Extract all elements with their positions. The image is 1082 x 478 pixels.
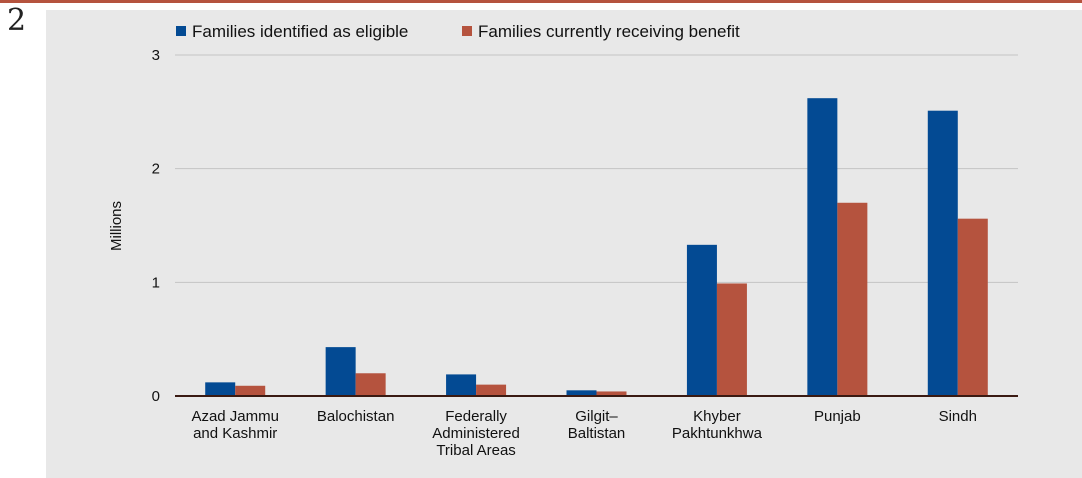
y-tick-label: 1 [152, 274, 160, 291]
bar-eligible [686, 244, 717, 396]
axes: 0 1 2 3 Millions Azad Jammu and Kashmir Balochi… [108, 47, 1018, 459]
x-tick-label: Sindh [939, 408, 977, 425]
x-tick-label: Azad Jammu and Kashmir [191, 408, 279, 442]
bar-eligible [446, 374, 477, 396]
bars [205, 98, 988, 397]
legend-swatch-receiving [462, 26, 472, 36]
x-tick-label: Federally Administered Tribal Areas [432, 408, 520, 459]
y-tick-label: 2 [152, 161, 160, 178]
chart-panel [46, 10, 1082, 478]
bar-receiving [957, 218, 988, 396]
bar-receiving [355, 373, 386, 396]
x-tick-label: Punjab [814, 408, 861, 425]
legend-label-receiving: Families currently receiving benefit [478, 22, 740, 41]
x-tick-label: Gilgit– Baltistan [568, 408, 626, 442]
x-tick-label: Balochistan [317, 408, 395, 425]
y-tick-label: 0 [152, 388, 160, 405]
y-tick-label: 3 [152, 47, 160, 64]
top-rule [0, 0, 1082, 3]
bar-eligible [807, 98, 838, 397]
bar-receiving [716, 283, 747, 396]
bar-receiving [235, 385, 266, 396]
bar-receiving [837, 202, 868, 396]
bar-eligible [205, 382, 236, 396]
bar-eligible [566, 390, 597, 396]
legend-label-eligible: Families identified as eligible [192, 22, 408, 41]
legend-swatch-eligible [176, 26, 186, 36]
bar-eligible [325, 347, 356, 396]
y-axis-title: Millions [108, 201, 125, 251]
bar-receiving [596, 391, 627, 396]
bar-receiving [476, 384, 507, 396]
gridlines [175, 54, 1018, 283]
x-tick-label: Khyber Pakhtunkhwa [672, 408, 763, 442]
figure-number: 2 [7, 3, 27, 38]
bar-eligible [927, 110, 958, 397]
legend: Families identified as eligible Families … [176, 22, 740, 41]
